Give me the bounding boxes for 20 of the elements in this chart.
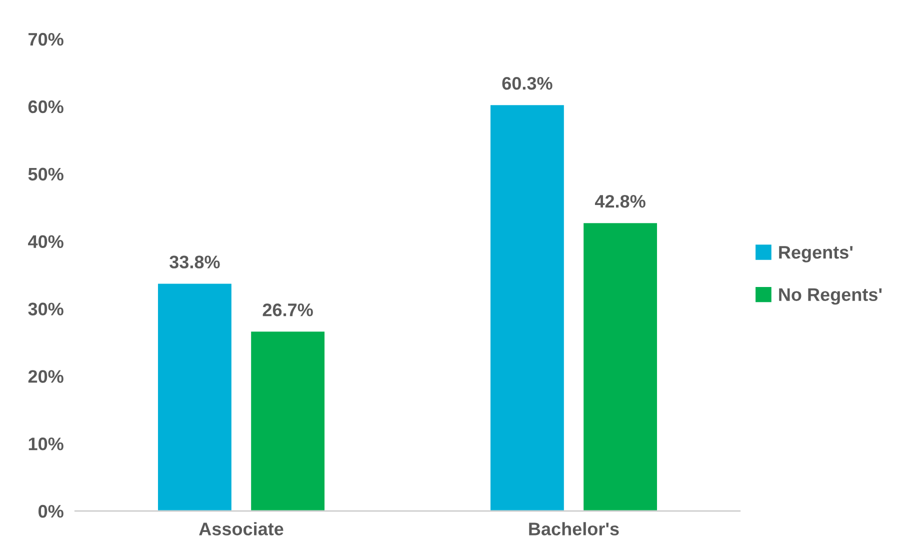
bar bbox=[250, 330, 326, 511]
bar bbox=[489, 104, 566, 511]
x-tick-label: Bachelor's bbox=[529, 522, 619, 536]
y-tick-label: 40% bbox=[28, 235, 64, 248]
legend-label: No Regents' bbox=[779, 288, 882, 305]
y-tick-label: 10% bbox=[28, 438, 64, 450]
y-tick-label: 50% bbox=[28, 168, 64, 181]
x-tick-label: Associate bbox=[199, 522, 284, 536]
legend-label: Regents' bbox=[779, 246, 853, 262]
data-label: 33.8% bbox=[170, 256, 220, 268]
data-label: 60.3% bbox=[502, 76, 552, 90]
y-tick-label: 60% bbox=[28, 100, 64, 114]
y-tick-label: 0% bbox=[38, 504, 64, 518]
data-label: 42.8% bbox=[594, 194, 646, 208]
data-label: 26.7% bbox=[262, 304, 313, 316]
y-tick-label: 20% bbox=[28, 370, 64, 383]
y-tick-label: 30% bbox=[28, 302, 64, 316]
y-tick-label: 70% bbox=[28, 32, 64, 46]
bar bbox=[582, 222, 658, 511]
bar bbox=[156, 282, 233, 511]
